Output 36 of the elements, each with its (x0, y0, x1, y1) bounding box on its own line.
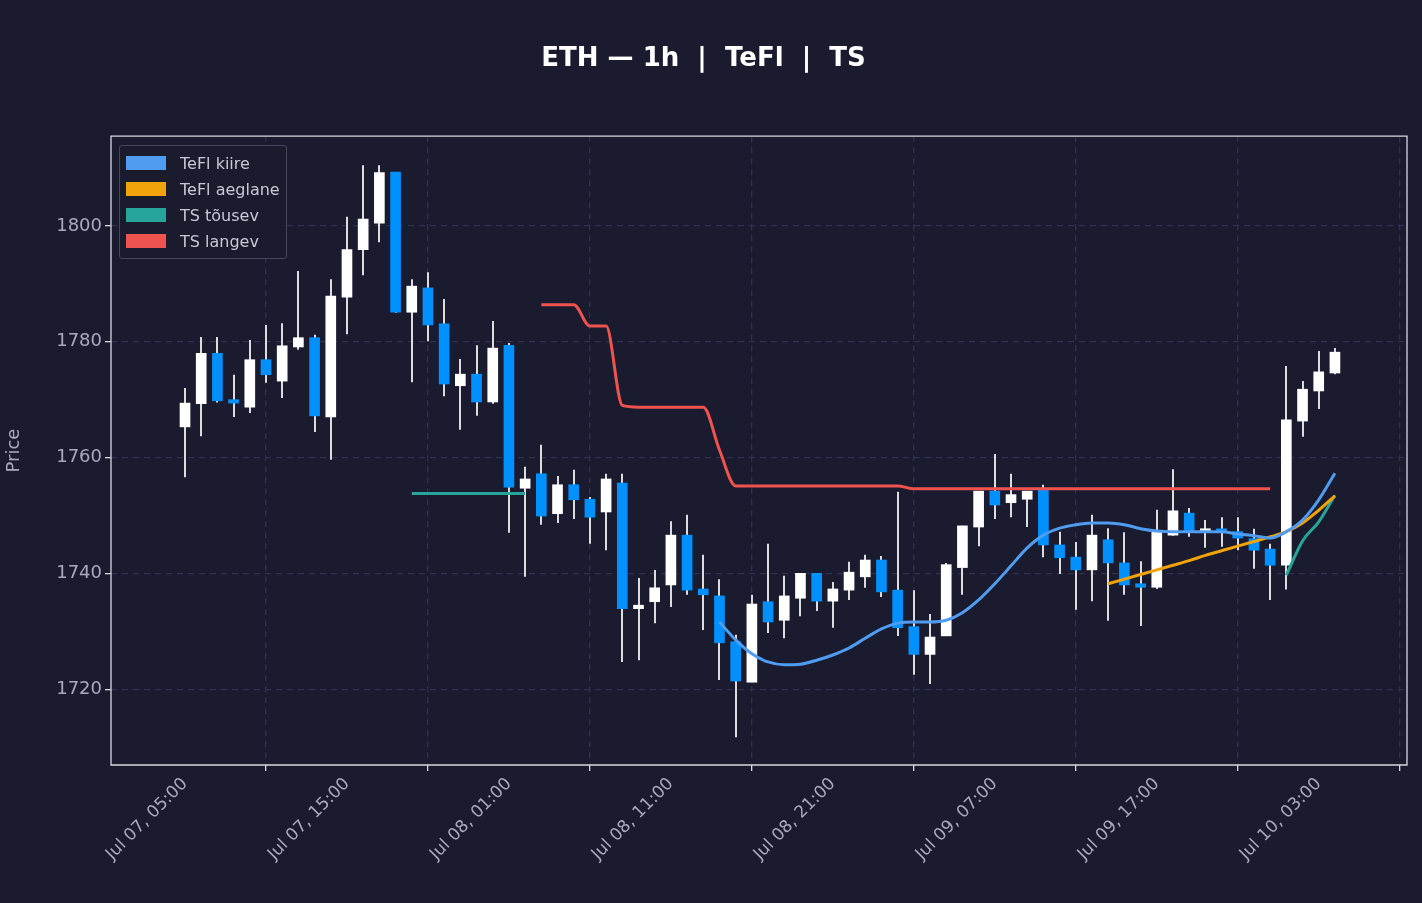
candlestick (649, 568, 661, 625)
y-tick-label: 1780 (56, 329, 102, 351)
candlestick (843, 560, 855, 601)
legend-label: TeFl aeglane (180, 179, 280, 199)
candlestick (697, 553, 709, 632)
candlestick (762, 542, 774, 634)
candlestick (1005, 472, 1017, 519)
legend-label: TeFl kiire (180, 153, 250, 173)
candlestick (1329, 347, 1341, 376)
candlestick (924, 612, 936, 685)
candlestick (293, 270, 304, 351)
candlestick (1313, 350, 1325, 410)
candlestick (228, 373, 239, 419)
candlestick (1054, 530, 1065, 575)
y-tick-label: 1800 (56, 213, 102, 235)
y-tick-label: 1740 (56, 561, 102, 583)
candlestick (584, 495, 596, 545)
y-axis-title: Price (2, 428, 24, 473)
candlestick (1102, 527, 1114, 622)
legend-label: TS tõusev (180, 205, 259, 225)
candlestick (260, 323, 272, 384)
candlestick (1135, 560, 1146, 628)
y-tick-label: 1720 (56, 676, 102, 698)
line-series (717, 471, 1337, 667)
candlestick (989, 453, 1001, 520)
y-tick-label: 1760 (56, 445, 102, 467)
candlestick (1021, 490, 1033, 529)
candlestick (455, 358, 466, 431)
candlestick (519, 465, 531, 578)
candlestick (859, 553, 871, 589)
legend-label: TS langev (180, 231, 259, 251)
candlestick (1264, 542, 1276, 601)
candlestick (633, 576, 644, 662)
candlestick (1070, 541, 1082, 611)
candlestick (568, 468, 580, 520)
chart-title: ETH — 1h | TeFl | TS (541, 42, 866, 74)
